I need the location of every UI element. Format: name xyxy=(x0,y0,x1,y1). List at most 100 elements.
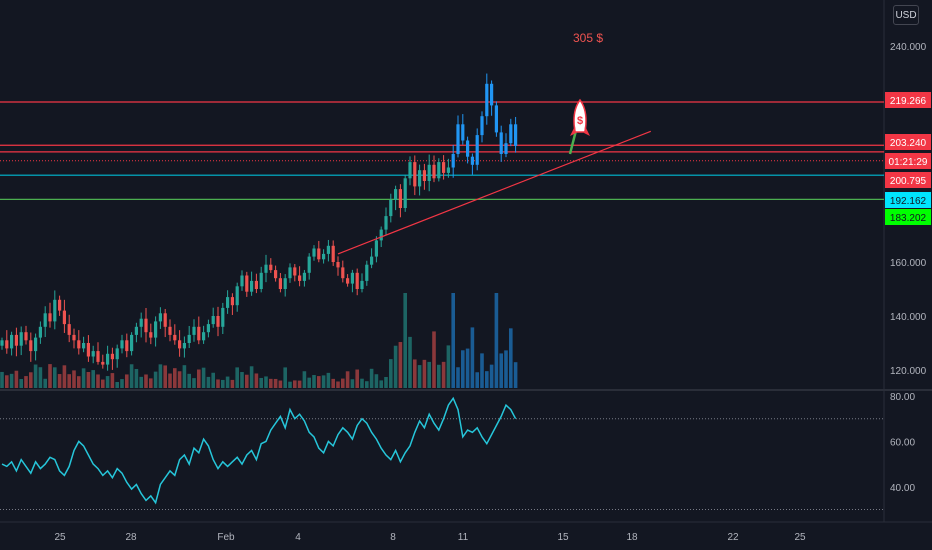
price-tick-label: 140.000 xyxy=(890,312,927,323)
volume-bar xyxy=(499,353,503,388)
candle-body xyxy=(480,116,484,136)
candle-body xyxy=(509,124,513,144)
candle-body xyxy=(125,340,129,352)
candle-body xyxy=(461,124,465,141)
volume-bar xyxy=(24,376,28,388)
volume-bar xyxy=(513,362,518,388)
candle-body xyxy=(158,313,162,322)
price-tag xyxy=(885,92,931,108)
candle-body xyxy=(106,353,110,365)
volume-bar xyxy=(86,371,91,388)
candle-body xyxy=(370,256,374,265)
time-tick-label: Feb xyxy=(217,532,235,543)
candle-body xyxy=(38,326,42,338)
price-tag-label: 192.162 xyxy=(890,196,927,207)
candle-body xyxy=(235,286,239,306)
volume-bar xyxy=(192,378,196,388)
time-tick-label: 15 xyxy=(557,532,569,543)
volume-bar xyxy=(345,371,350,388)
volume-bar xyxy=(158,364,163,388)
candle-body xyxy=(0,340,4,346)
candle-body xyxy=(24,332,28,341)
volume-bar xyxy=(264,376,268,388)
volume-bar xyxy=(67,374,71,388)
volume-bar xyxy=(43,378,47,388)
candle-body xyxy=(221,307,225,327)
candle-body xyxy=(360,280,364,289)
volume-bar xyxy=(211,372,215,388)
candle-body xyxy=(173,334,177,341)
candle-body xyxy=(10,334,14,349)
volume-bar xyxy=(129,364,134,388)
volume-bar xyxy=(206,376,211,388)
candle-body xyxy=(355,272,359,289)
volume-bar xyxy=(465,348,470,388)
volume-bar xyxy=(360,378,364,388)
volume-bar xyxy=(57,374,62,388)
volume-bar xyxy=(33,364,38,388)
volume-bar xyxy=(288,381,292,388)
volume-bar xyxy=(307,377,311,388)
candle-body xyxy=(178,340,182,349)
volume-bar xyxy=(125,374,129,388)
candle-body xyxy=(192,326,196,335)
candle-body xyxy=(451,154,455,168)
rocket-icon: $ xyxy=(570,98,590,136)
volume-bar xyxy=(14,370,19,388)
volume-bar xyxy=(427,361,431,388)
price-tags: 219.266 203.240 200.795 192.162 183.202 01:21… xyxy=(885,92,931,225)
candle-body xyxy=(34,337,38,352)
rocket-fin-right xyxy=(584,126,590,136)
volume-bar xyxy=(201,367,206,388)
volume-bar xyxy=(321,375,326,388)
candle-body xyxy=(470,156,474,165)
candle-body xyxy=(110,353,114,360)
candle-body xyxy=(418,170,422,187)
volume-bar xyxy=(77,376,81,388)
volume-bar xyxy=(144,374,148,388)
volume-bar xyxy=(470,327,475,388)
volume-bar xyxy=(398,342,403,388)
candle-body xyxy=(134,326,138,335)
volume-bar xyxy=(451,293,455,388)
candle-body xyxy=(216,316,220,327)
candle-body xyxy=(312,248,316,257)
candle-body xyxy=(202,332,206,341)
candle-body xyxy=(490,83,494,106)
axes: 240.000160.000140.000120.00080.0060.0040… xyxy=(54,42,926,543)
volume-bar xyxy=(403,293,407,388)
candle-body xyxy=(14,334,18,346)
countdown-tag xyxy=(885,153,931,169)
volume-bar xyxy=(259,377,263,388)
candle-body xyxy=(456,124,460,154)
volume-bar xyxy=(355,369,359,388)
candle-body xyxy=(144,318,148,333)
volume-bar xyxy=(312,375,316,388)
candle-body xyxy=(259,272,263,289)
volume-bar xyxy=(38,367,43,388)
candle-body xyxy=(326,245,330,254)
candle-body xyxy=(466,140,470,157)
candle-body xyxy=(365,264,369,281)
volume-bar xyxy=(283,367,287,388)
volume-bar xyxy=(48,364,52,388)
candle-body xyxy=(408,162,412,179)
volume-bar xyxy=(96,374,100,388)
candle-body xyxy=(446,167,450,173)
volume-bar xyxy=(53,367,57,388)
volume-bar xyxy=(432,331,436,388)
candle-body xyxy=(307,256,311,273)
volume-bar xyxy=(302,371,307,388)
volume-bar xyxy=(494,293,499,388)
volume-bar xyxy=(153,371,158,388)
candle-body xyxy=(48,313,52,322)
volume-bar xyxy=(341,378,345,388)
time-tick-label: 22 xyxy=(727,532,739,543)
target-label: 305 $ xyxy=(573,31,604,45)
candle-body xyxy=(283,278,287,289)
volume-bar xyxy=(9,373,14,388)
rsi-line xyxy=(1,396,517,505)
currency-button[interactable]: USD xyxy=(893,5,919,25)
volume-bar xyxy=(297,380,302,388)
